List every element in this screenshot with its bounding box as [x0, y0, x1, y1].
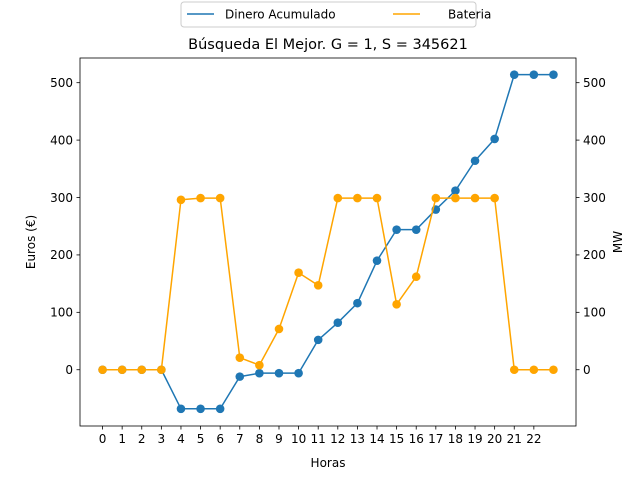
- plot-frame: [79, 57, 577, 427]
- x-tick-label: 19: [467, 432, 482, 446]
- x-tick-label: 15: [389, 432, 404, 446]
- y-left-tick-label: 400: [50, 133, 73, 147]
- y-left-tick-label: 200: [50, 248, 73, 262]
- data-point-dinero-acumulado: [294, 368, 303, 378]
- data-point-dinero-acumulado: [215, 404, 225, 414]
- data-point-bateria: [431, 193, 441, 203]
- data-point-dinero-acumulado: [255, 368, 264, 378]
- data-point-dinero-acumulado: [235, 372, 245, 381]
- x-tick-label: 21: [507, 432, 522, 446]
- x-tick-label: 4: [177, 432, 185, 446]
- data-point-dinero-acumulado: [490, 134, 499, 144]
- y-right-tick-label: 0: [583, 363, 591, 377]
- data-point-bateria: [313, 281, 323, 290]
- data-point-dinero-acumulado: [274, 368, 284, 378]
- x-tick-label: 2: [138, 432, 146, 446]
- data-point-dinero-acumulado: [353, 298, 362, 308]
- data-point-dinero-acumulado: [176, 404, 186, 414]
- data-point-bateria: [529, 365, 539, 375]
- chart-title: Búsqueda El Mejor. G = 1, S = 345621: [188, 37, 468, 53]
- x-tick-label: 22: [526, 432, 541, 446]
- data-point-bateria: [333, 193, 343, 203]
- data-point-bateria: [392, 299, 401, 309]
- x-tick-label: 13: [350, 432, 365, 446]
- x-axis-label: Horas: [311, 456, 346, 470]
- data-point-dinero-acumulado: [529, 70, 539, 79]
- data-point-dinero-acumulado: [549, 70, 558, 79]
- data-point-bateria: [255, 360, 264, 370]
- y-axis-right-label: MW: [611, 231, 625, 253]
- y-right-tick-label: 300: [583, 191, 606, 205]
- data-point-bateria: [470, 193, 480, 203]
- x-tick-label: 11: [311, 432, 326, 446]
- data-point-dinero-acumulado: [313, 335, 323, 345]
- x-tick-label: 16: [409, 432, 424, 446]
- legend: Dinero Acumulado Bateria: [180, 1, 491, 28]
- y-left-tick-label: 0: [65, 363, 73, 377]
- data-point-bateria: [353, 193, 362, 203]
- legend-label-bateria: Bateria: [448, 8, 491, 22]
- data-point-dinero-acumulado: [196, 404, 205, 414]
- y-right-tick-label: 500: [583, 76, 606, 90]
- data-point-bateria: [137, 365, 147, 375]
- x-tick-label: 1: [118, 432, 126, 446]
- data-point-dinero-acumulado: [451, 186, 460, 195]
- data-point-bateria: [490, 193, 499, 203]
- y-axis-left-label: Euros (€): [24, 215, 38, 269]
- y-left-tick-label: 300: [50, 191, 73, 205]
- x-tick-label: 0: [99, 432, 107, 446]
- data-point-dinero-acumulado: [509, 70, 519, 79]
- data-point-dinero-acumulado: [411, 225, 421, 234]
- legend-box: [180, 1, 477, 28]
- x-tick-label: 3: [158, 432, 166, 446]
- x-tick-label: 9: [275, 432, 283, 446]
- data-point-bateria: [157, 365, 166, 375]
- series-layer: [98, 70, 558, 414]
- data-point-bateria: [196, 193, 205, 203]
- legend-label-dinero: Dinero Acumulado: [225, 8, 336, 22]
- data-point-bateria: [451, 193, 460, 203]
- data-point-bateria: [294, 268, 303, 278]
- x-tick-label: 10: [291, 432, 306, 446]
- y-left-tick-label: 100: [50, 306, 73, 320]
- data-point-dinero-acumulado: [470, 156, 480, 166]
- series-line-bateria: [102, 197, 554, 371]
- x-tick-label: 12: [330, 432, 345, 446]
- data-point-bateria: [372, 193, 382, 203]
- x-tick-label: 8: [256, 432, 264, 446]
- x-tick-label: 14: [369, 432, 384, 446]
- x-tick-label: 20: [487, 432, 502, 446]
- x-tick-label: 6: [216, 432, 224, 446]
- data-point-bateria: [549, 365, 558, 375]
- series-line-dinero-acumulado: [102, 73, 554, 410]
- data-point-dinero-acumulado: [372, 256, 382, 265]
- y-right-tick-label: 200: [583, 248, 606, 262]
- y-left-tick-label: 500: [50, 76, 73, 90]
- data-point-bateria: [274, 324, 284, 334]
- x-tick-label: 5: [197, 432, 205, 446]
- data-point-bateria: [117, 365, 127, 375]
- data-point-bateria: [411, 272, 421, 282]
- data-point-dinero-acumulado: [392, 225, 401, 234]
- data-point-bateria: [176, 195, 186, 205]
- data-point-bateria: [215, 193, 225, 203]
- data-point-dinero-acumulado: [333, 318, 343, 327]
- data-point-bateria: [509, 365, 519, 375]
- data-point-bateria: [98, 365, 107, 375]
- y-right-tick-label: 100: [583, 306, 606, 320]
- axes-layer: 0 1 2 3 4 5 6 7 8 9 10 11 12 13 14 15 16 17 18 19 20 21 220100…: [50, 76, 606, 446]
- x-tick-label: 7: [236, 432, 244, 446]
- x-tick-label: 18: [448, 432, 463, 446]
- data-point-bateria: [235, 353, 245, 362]
- x-tick-label: 17: [428, 432, 443, 446]
- y-right-tick-label: 400: [583, 133, 606, 147]
